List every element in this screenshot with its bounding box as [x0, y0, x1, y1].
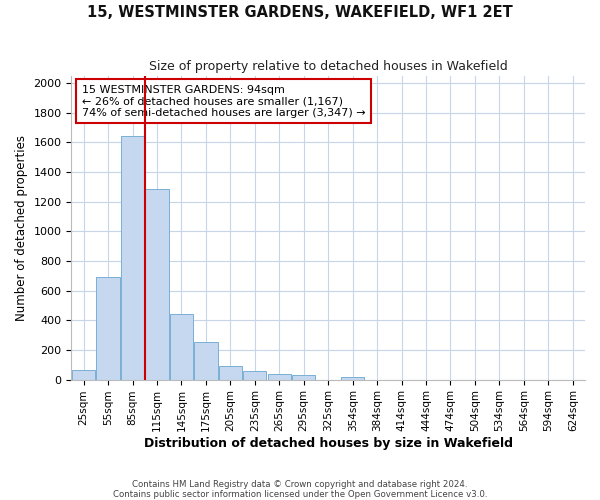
Bar [121, 136, 144, 380]
Bar [243, 372, 266, 380]
Bar [292, 375, 316, 380]
Bar [97, 276, 120, 380]
Bar [145, 189, 169, 380]
Bar [72, 370, 95, 380]
X-axis label: Distribution of detached houses by size in Wakefield: Distribution of detached houses by size … [144, 437, 513, 450]
Text: Contains HM Land Registry data © Crown copyright and database right 2024.
Contai: Contains HM Land Registry data © Crown c… [113, 480, 487, 499]
Bar [194, 342, 218, 380]
Bar [268, 374, 291, 380]
Bar [219, 366, 242, 380]
Text: 15 WESTMINSTER GARDENS: 94sqm
← 26% of detached houses are smaller (1,167)
74% o: 15 WESTMINSTER GARDENS: 94sqm ← 26% of d… [82, 84, 365, 118]
Bar [170, 314, 193, 380]
Bar [341, 376, 364, 380]
Text: 15, WESTMINSTER GARDENS, WAKEFIELD, WF1 2ET: 15, WESTMINSTER GARDENS, WAKEFIELD, WF1 … [87, 5, 513, 20]
Y-axis label: Number of detached properties: Number of detached properties [15, 134, 28, 320]
Title: Size of property relative to detached houses in Wakefield: Size of property relative to detached ho… [149, 60, 508, 73]
